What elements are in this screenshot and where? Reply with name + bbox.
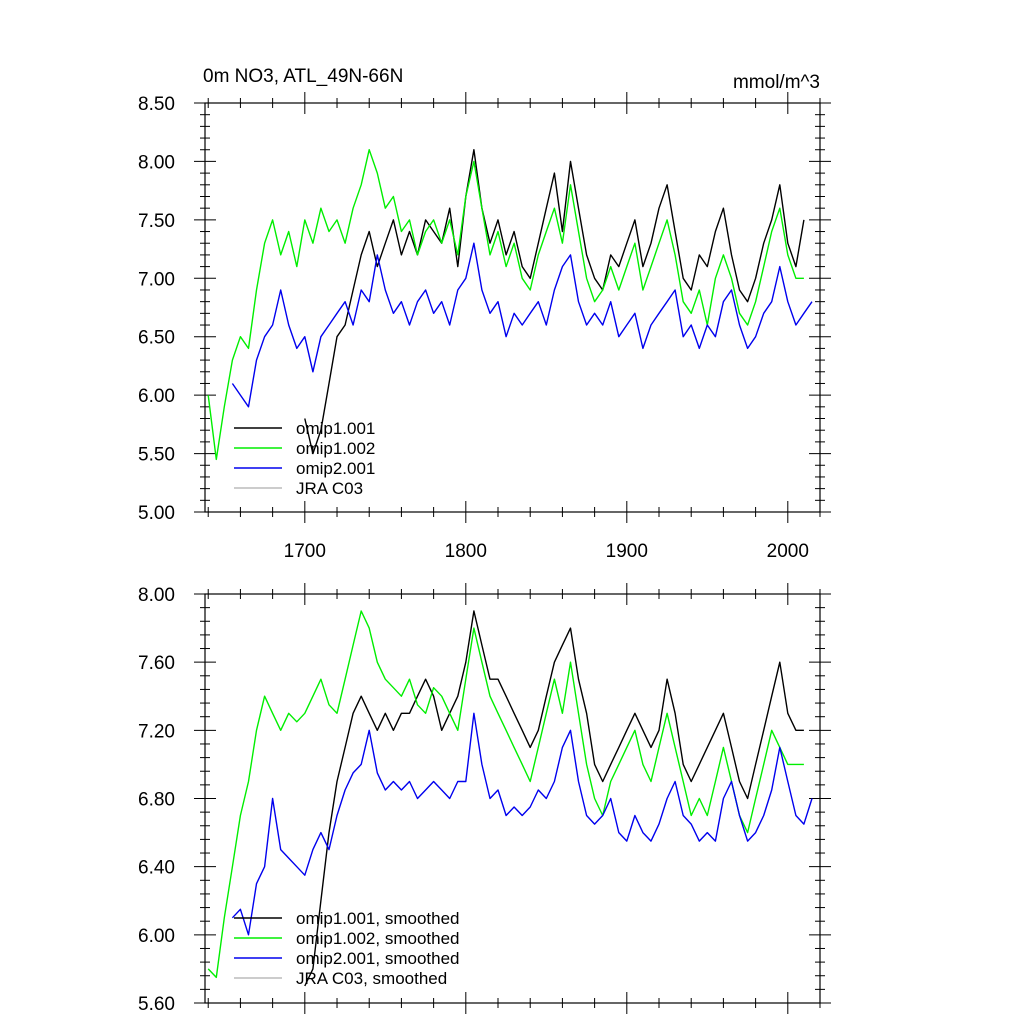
top-y-tick-label: 8.50 xyxy=(138,94,175,115)
top-plot-frame xyxy=(204,102,821,513)
bottom-legend-label: omip2.001, smoothed xyxy=(296,949,460,968)
top-y-tick-label: 6.50 xyxy=(138,328,175,349)
top-x-tick-label: 2000 xyxy=(767,541,809,562)
bottom-y-tick-label: 8.00 xyxy=(138,585,175,606)
top-panel: 1700 1800 1900 2000 5.00 5.50 6.00 6.50 7.00 7.50… xyxy=(138,92,831,562)
top-legend-label: omip1.001 xyxy=(296,419,375,438)
top-series-line-0 xyxy=(304,148,805,455)
bottom-legend-label: omip1.001, smoothed xyxy=(296,909,460,928)
top-legend-label: omip2.001 xyxy=(296,459,375,478)
chart-title: 0m NO3, ATL_49N-66N xyxy=(203,66,403,87)
top-x-tick-label: 1700 xyxy=(284,541,326,562)
bottom-y-tick-label: 6.40 xyxy=(138,858,175,879)
bottom-legend-label: omip1.002, smoothed xyxy=(296,929,460,948)
top-legend-label: JRA C03 xyxy=(296,479,363,498)
top-series-line-1 xyxy=(207,148,804,461)
top-y-tick-label: 7.50 xyxy=(138,211,175,232)
bottom-series-line-1 xyxy=(207,610,804,979)
top-y-tick-label: 6.00 xyxy=(138,386,175,407)
bottom-panel: 5.60 6.00 6.40 6.80 7.20 7.60 8.00 omip1.001, s… xyxy=(138,583,831,1015)
bottom-legend-label: JRA C03, smoothed xyxy=(296,969,447,988)
bottom-y-tick-label: 6.80 xyxy=(138,790,175,811)
top-y-tick-label: 7.00 xyxy=(138,269,175,290)
top-y-tick-label: 5.50 xyxy=(138,445,175,466)
bottom-y-tick-label: 6.00 xyxy=(138,926,175,947)
top-y-tick-label: 8.00 xyxy=(138,152,175,173)
bottom-y-tick-label: 5.60 xyxy=(138,994,175,1015)
top-x-tick-label: 1800 xyxy=(445,541,487,562)
top-series-line-2 xyxy=(231,242,813,408)
bottom-series-line-0 xyxy=(304,610,804,987)
bottom-series-line-2 xyxy=(231,712,813,936)
top-legend-label: omip1.002 xyxy=(296,439,375,458)
top-y-tick-label: 5.00 xyxy=(138,503,175,524)
bottom-y-tick-label: 7.60 xyxy=(138,653,175,674)
bottom-y-tick-label: 7.20 xyxy=(138,721,175,742)
top-x-tick-label: 1900 xyxy=(606,541,648,562)
units-label: mmol/m^3 xyxy=(733,72,820,93)
